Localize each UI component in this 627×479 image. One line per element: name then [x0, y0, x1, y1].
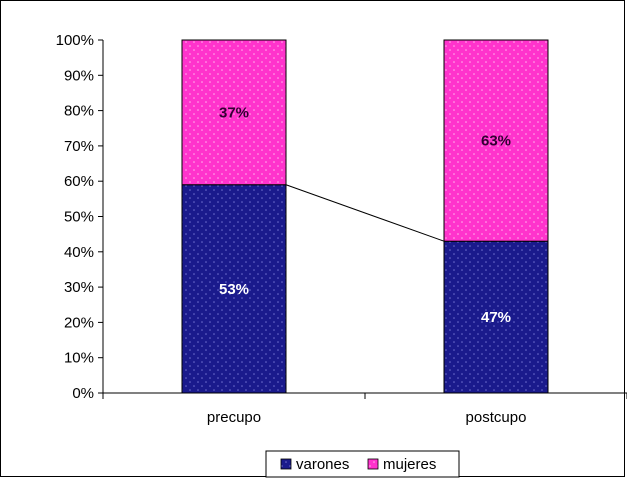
series-lines	[285, 184, 445, 242]
data-label-mujeres-precupo: 37%	[219, 104, 249, 121]
legend-swatch-varones	[280, 458, 292, 470]
legend: varones mujeres	[265, 450, 460, 478]
x-axis: precupo postcupo	[102, 392, 627, 426]
legend-label-varones: varones	[296, 456, 349, 473]
legend-label-mujeres: mujeres	[383, 456, 436, 473]
y-tick-label: 70%	[64, 138, 94, 155]
y-tick-label: 10%	[64, 350, 94, 367]
bar-varones-precupo	[181, 184, 287, 394]
data-label-mujeres-postcupo: 63%	[481, 133, 511, 150]
legend-swatch-mujeres	[367, 458, 379, 470]
data-label-varones-postcupo: 47%	[481, 309, 511, 326]
bar-mujeres-precupo	[181, 39, 287, 186]
data-labels: 53% 37% 47% 63%	[219, 104, 511, 326]
y-tick-label: 50%	[64, 209, 94, 226]
legend-box	[265, 450, 460, 478]
y-tick-label: 60%	[64, 173, 94, 190]
y-axis: 0% 10% 20% 30% 40% 50% 60% 70% 80% 90% 100%	[56, 32, 104, 402]
y-tick-label: 30%	[64, 279, 94, 296]
category-label-precupo: precupo	[207, 409, 261, 426]
y-tick-label: 80%	[64, 103, 94, 120]
y-tick-label: 20%	[64, 314, 94, 331]
bar-mujeres-postcupo	[443, 39, 549, 242]
y-tick-label: 0%	[72, 385, 94, 402]
y-tick-label: 40%	[64, 244, 94, 261]
y-tick-label: 90%	[64, 67, 94, 84]
category-label-postcupo: postcupo	[466, 409, 527, 426]
series-line	[285, 184, 445, 242]
y-tick-label: 100%	[56, 32, 94, 49]
data-label-varones-precupo: 53%	[219, 281, 249, 298]
bars	[181, 39, 549, 394]
